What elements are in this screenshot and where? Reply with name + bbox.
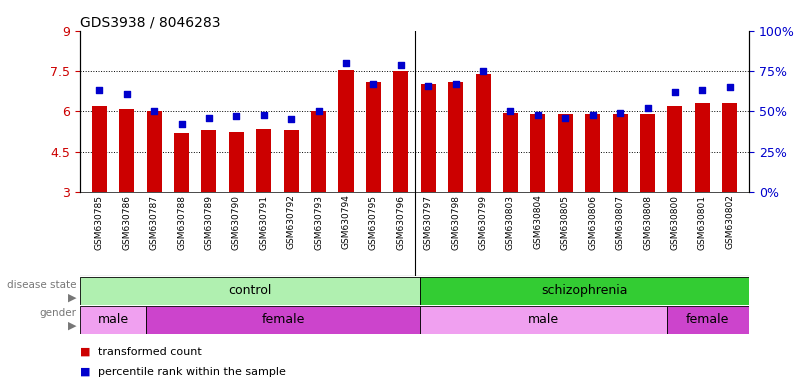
- Point: [477, 68, 489, 74]
- Bar: [613, 114, 628, 192]
- Point: [147, 108, 160, 114]
- Text: female: female: [261, 313, 304, 326]
- Bar: [586, 114, 600, 192]
- Text: ▶: ▶: [67, 321, 76, 331]
- Text: transformed count: transformed count: [98, 346, 202, 357]
- Bar: [694, 103, 710, 192]
- Text: disease state: disease state: [6, 280, 76, 290]
- Point: [422, 83, 435, 89]
- Bar: [667, 106, 682, 192]
- Bar: [146, 306, 420, 333]
- Bar: [723, 103, 737, 192]
- Text: ■: ■: [80, 346, 91, 357]
- Text: control: control: [228, 285, 272, 297]
- Point: [696, 87, 709, 93]
- Point: [120, 91, 133, 97]
- Text: GSM630791: GSM630791: [260, 195, 268, 250]
- Point: [641, 105, 654, 111]
- Text: GSM630788: GSM630788: [177, 195, 186, 250]
- Point: [175, 121, 188, 127]
- Point: [257, 111, 270, 118]
- Text: GSM630787: GSM630787: [150, 195, 159, 250]
- Text: GSM630802: GSM630802: [725, 195, 735, 250]
- Bar: [80, 277, 420, 305]
- Point: [723, 84, 736, 90]
- Text: gender: gender: [39, 308, 76, 318]
- Point: [203, 115, 215, 121]
- Point: [586, 111, 599, 118]
- Bar: [339, 70, 353, 192]
- Text: GSM630808: GSM630808: [643, 195, 652, 250]
- Text: GSM630801: GSM630801: [698, 195, 706, 250]
- Text: GSM630803: GSM630803: [506, 195, 515, 250]
- Bar: [530, 114, 545, 192]
- Bar: [174, 133, 189, 192]
- Bar: [119, 109, 135, 192]
- Point: [230, 113, 243, 119]
- Bar: [420, 277, 749, 305]
- Point: [559, 115, 572, 121]
- Text: GSM630789: GSM630789: [204, 195, 213, 250]
- Bar: [503, 113, 518, 192]
- Bar: [147, 111, 162, 192]
- Text: GSM630792: GSM630792: [287, 195, 296, 250]
- Bar: [448, 82, 463, 192]
- Text: GSM630804: GSM630804: [533, 195, 542, 250]
- Bar: [666, 306, 749, 333]
- Point: [449, 81, 462, 87]
- Bar: [366, 82, 381, 192]
- Text: GSM630806: GSM630806: [588, 195, 598, 250]
- Text: GSM630793: GSM630793: [314, 195, 323, 250]
- Text: GSM630786: GSM630786: [123, 195, 131, 250]
- Bar: [80, 306, 146, 333]
- Text: GSM630799: GSM630799: [478, 195, 488, 250]
- Bar: [421, 84, 436, 192]
- Text: male: male: [98, 313, 128, 326]
- Bar: [311, 111, 326, 192]
- Bar: [229, 131, 244, 192]
- Bar: [256, 129, 272, 192]
- Point: [93, 87, 106, 93]
- Point: [394, 61, 407, 68]
- Point: [669, 89, 682, 95]
- Text: ▶: ▶: [67, 292, 76, 302]
- Text: GSM630795: GSM630795: [369, 195, 378, 250]
- Text: GSM630805: GSM630805: [561, 195, 570, 250]
- Bar: [201, 130, 216, 192]
- Text: GSM630794: GSM630794: [341, 195, 351, 250]
- Point: [504, 108, 517, 114]
- Point: [614, 110, 626, 116]
- Text: ■: ■: [80, 366, 91, 377]
- Text: male: male: [528, 313, 559, 326]
- Bar: [284, 130, 299, 192]
- Text: GSM630796: GSM630796: [396, 195, 405, 250]
- Text: GSM630785: GSM630785: [95, 195, 104, 250]
- Bar: [92, 106, 107, 192]
- Point: [531, 111, 544, 118]
- Text: GSM630797: GSM630797: [424, 195, 433, 250]
- Text: percentile rank within the sample: percentile rank within the sample: [98, 366, 286, 377]
- Bar: [557, 114, 573, 192]
- Point: [285, 116, 298, 122]
- Point: [312, 108, 325, 114]
- Text: GSM630790: GSM630790: [231, 195, 241, 250]
- Text: female: female: [686, 313, 730, 326]
- Point: [340, 60, 352, 66]
- Point: [367, 81, 380, 87]
- Text: GDS3938 / 8046283: GDS3938 / 8046283: [80, 16, 220, 30]
- Text: schizophrenia: schizophrenia: [541, 285, 628, 297]
- Text: GSM630807: GSM630807: [616, 195, 625, 250]
- Text: GSM630798: GSM630798: [451, 195, 460, 250]
- Bar: [393, 71, 409, 192]
- Text: GSM630800: GSM630800: [670, 195, 679, 250]
- Bar: [640, 114, 655, 192]
- Bar: [420, 306, 666, 333]
- Bar: [476, 74, 490, 192]
